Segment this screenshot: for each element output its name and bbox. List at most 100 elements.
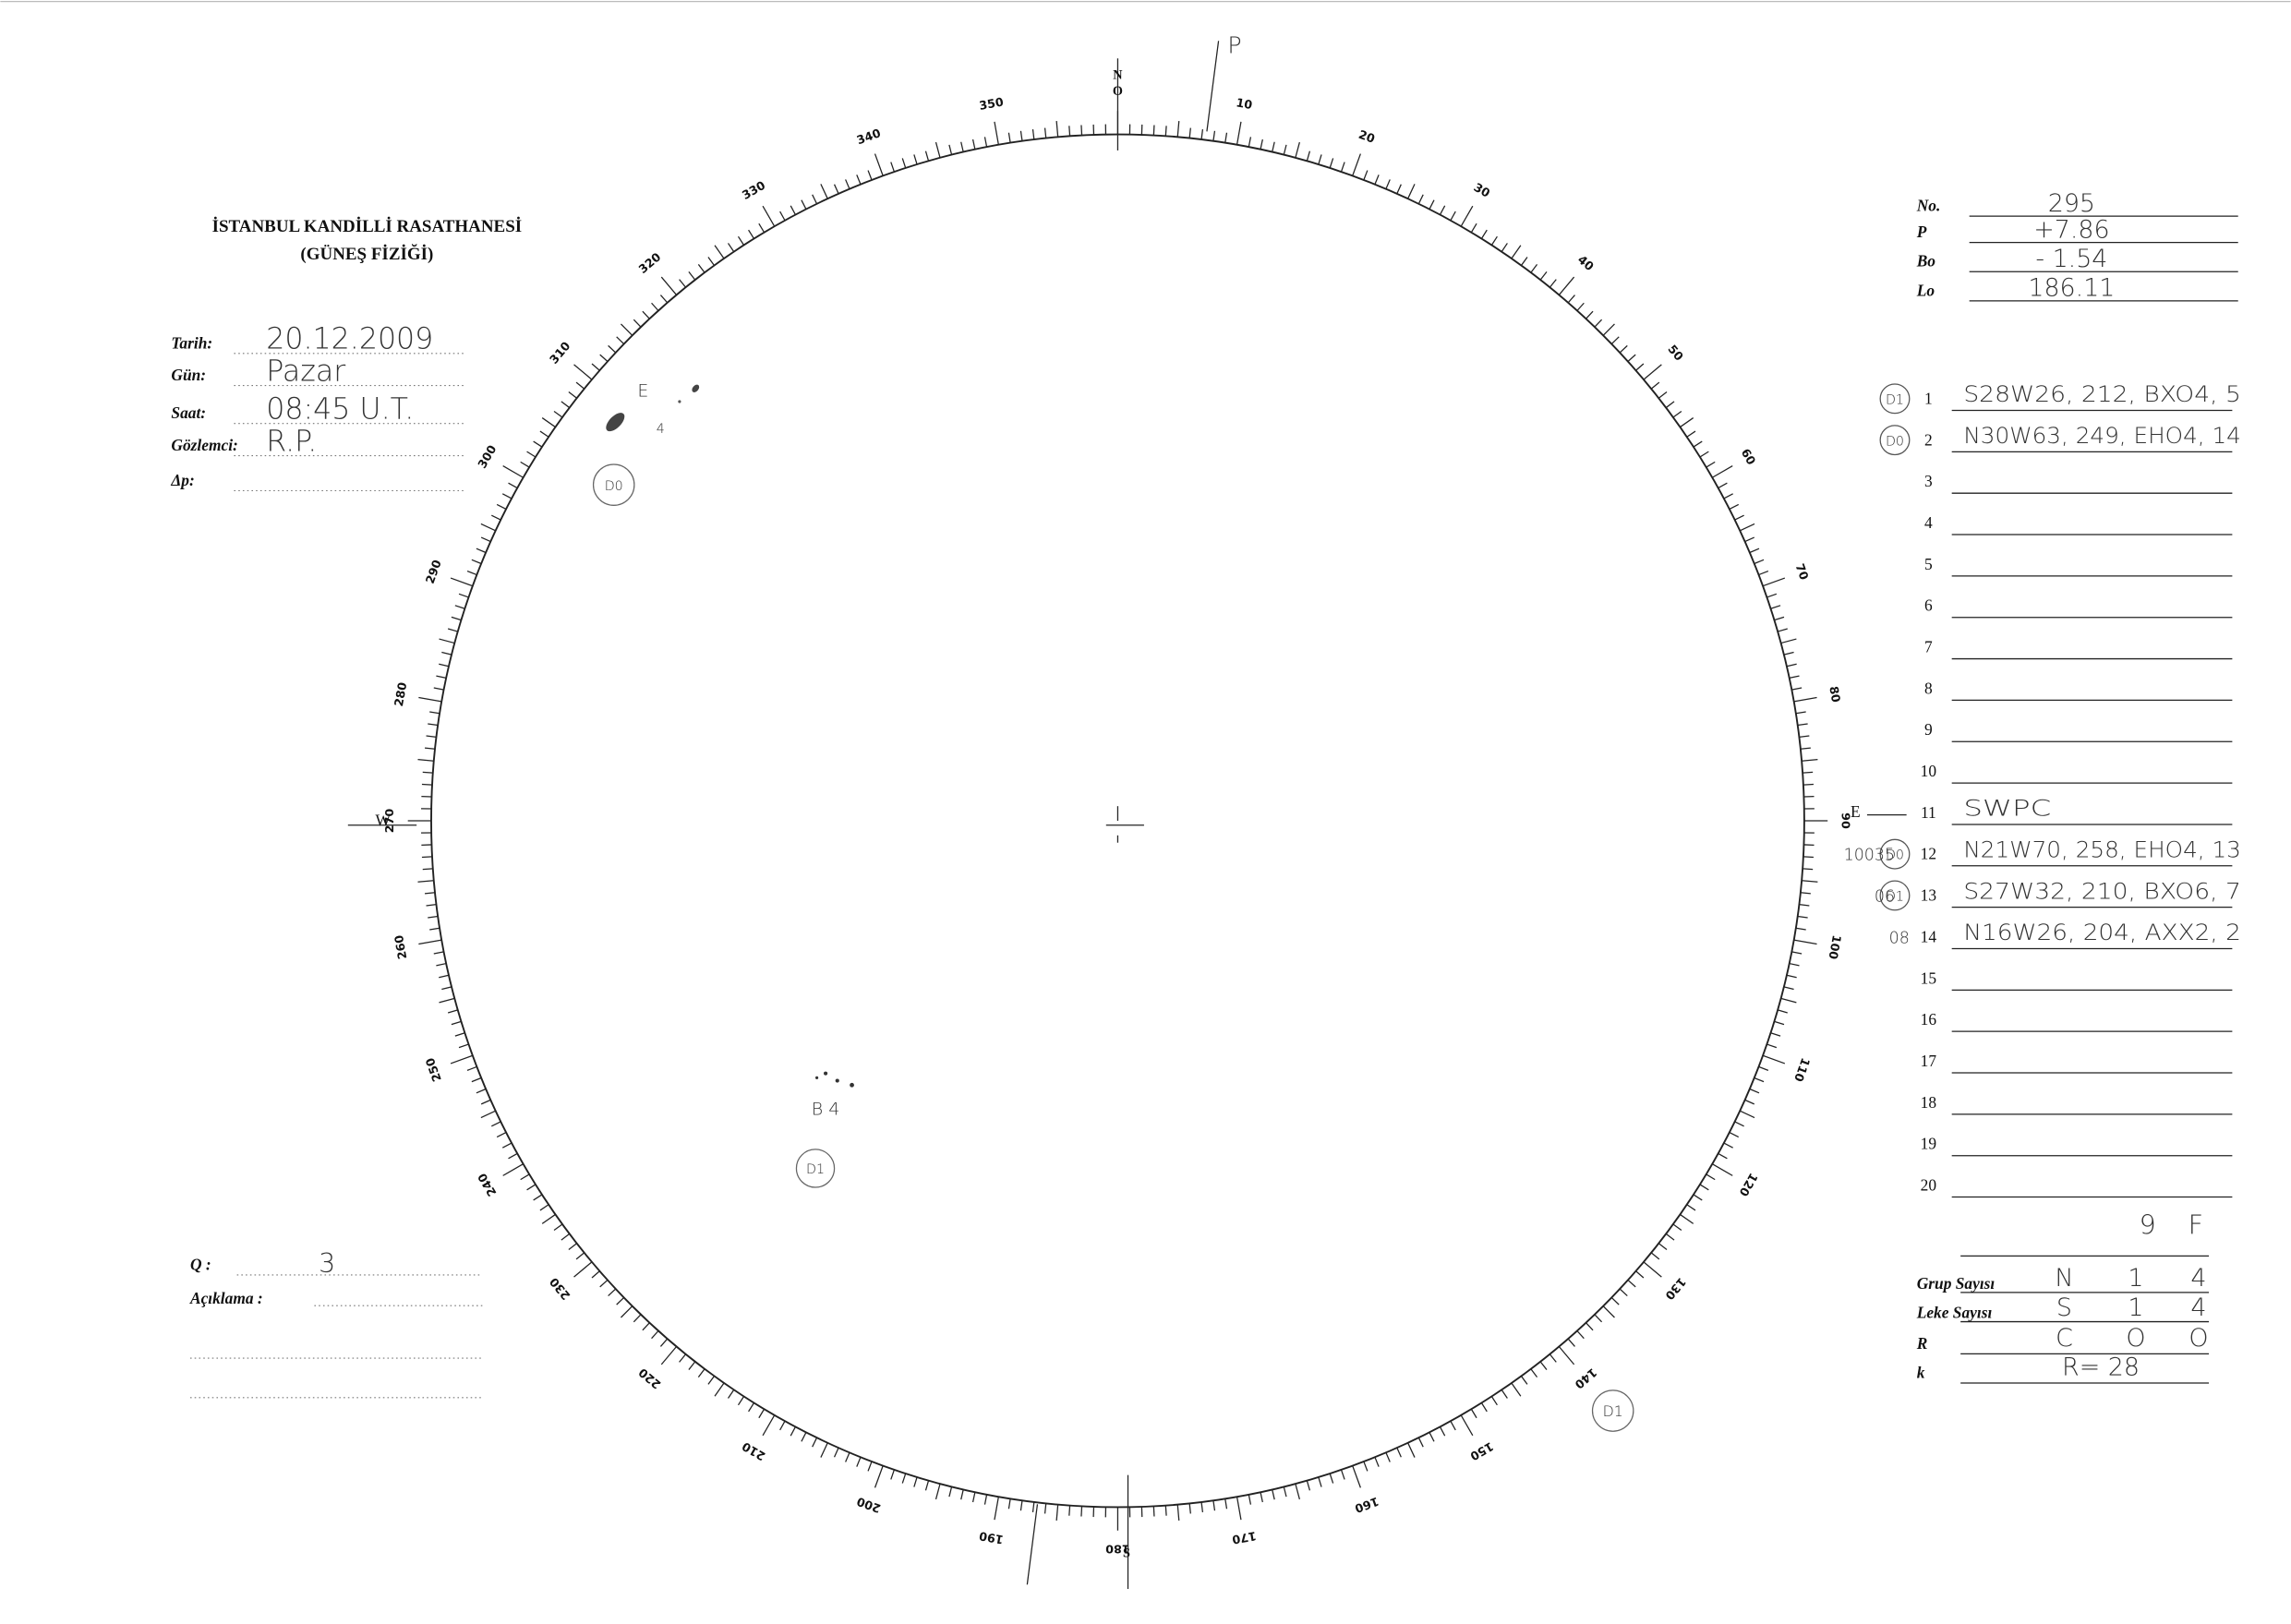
dial-tick [1576, 302, 1585, 311]
row-entry: N21W70, 258, EHO4, 13 [1963, 836, 2241, 862]
dial-tick [960, 141, 964, 152]
dial-tick [1567, 1338, 1575, 1347]
dial-tick [633, 319, 642, 328]
dial-tick [436, 675, 447, 680]
dial-tick [1802, 759, 1818, 762]
dial-tick [994, 1497, 999, 1521]
dial-tick [1586, 1322, 1594, 1331]
param-label: P [1916, 223, 1927, 241]
dial-tick [1164, 1505, 1167, 1516]
dial-tick [1164, 126, 1167, 137]
dial-tick [533, 440, 543, 448]
dial-tick [476, 1088, 487, 1094]
row-entry: N16W26, 204, AXX2, 2 [1963, 920, 2241, 945]
dial-tick [620, 1305, 633, 1318]
dial-tick [433, 951, 444, 955]
dial-label: 10 [1235, 95, 1253, 112]
dial-tick [616, 1296, 625, 1305]
dial-tick [1635, 363, 1645, 371]
dial-tick [1734, 1121, 1744, 1127]
dial-tick [454, 1032, 465, 1037]
param-value: 186.11 [2028, 274, 2115, 303]
row-number: 9 [1924, 720, 1933, 739]
dial-tick [679, 279, 687, 288]
row-number: 12 [1921, 845, 1936, 863]
dial-tick [1774, 616, 1785, 621]
dial-tick [1789, 675, 1800, 680]
dial-tick [934, 141, 941, 159]
dial-tick [429, 927, 440, 931]
dial-tick [526, 1184, 537, 1191]
dial-tick [439, 663, 450, 668]
dial-tick [901, 158, 907, 169]
dial-tick [1439, 1426, 1446, 1437]
dial-tick [450, 1054, 474, 1065]
dial-label: 70 [1793, 561, 1812, 582]
dial-tick [575, 381, 585, 390]
dial-tick [1789, 962, 1800, 967]
row-number: 18 [1921, 1093, 1937, 1112]
dial-tick [1429, 199, 1435, 210]
dial-tick [924, 150, 930, 162]
dial-tick [1260, 1492, 1263, 1503]
dial-tick [1799, 903, 1810, 907]
sunspot [606, 413, 625, 432]
dial-tick [1283, 1486, 1287, 1498]
dial-tick [1306, 150, 1311, 162]
dial-tick [1643, 1261, 1662, 1278]
dial-tick [1306, 1480, 1311, 1491]
dial-tick [1470, 223, 1477, 234]
subtitle: (GÜNEŞ FİZİĞİ) [300, 244, 433, 264]
dial-tick [433, 687, 444, 691]
dial-tick [539, 1204, 549, 1211]
totals-value: 1 [2128, 1264, 2143, 1293]
dial-label: 350 [978, 95, 1005, 113]
dial-tick [1374, 174, 1380, 185]
dial-tick [1754, 1077, 1765, 1083]
dial-tick [1439, 205, 1446, 215]
dial-tick [1610, 1296, 1620, 1305]
annotation: 4 [657, 422, 665, 437]
dial-tick [833, 1447, 839, 1458]
dial-tick [727, 243, 735, 252]
dial-tick [1295, 141, 1300, 159]
dial-tick [1480, 1402, 1488, 1413]
dial-tick [1749, 1088, 1760, 1094]
dial-tick [1329, 1473, 1334, 1484]
dial-tick [1749, 547, 1760, 554]
dial-tick [539, 430, 549, 438]
dial-tick [418, 696, 442, 703]
dial-tick [1055, 1504, 1059, 1522]
dial-tick [1188, 127, 1191, 138]
row-note: 06 [1875, 888, 1895, 907]
dial-tick [575, 1252, 585, 1260]
totals-value: 1 [2128, 1293, 2143, 1322]
dial-tick [1780, 638, 1797, 644]
dial-tick [1786, 974, 1797, 979]
dial-tick [1450, 211, 1456, 222]
dial-tick [659, 295, 669, 304]
dial-tick [508, 482, 518, 489]
dial-tick [476, 547, 487, 554]
dial-tick [458, 593, 469, 598]
totals-label: Grup Sayısı [1917, 1274, 1996, 1293]
dial-tick [1803, 868, 1814, 871]
dial-tick [480, 536, 491, 543]
dial-tick [1795, 711, 1806, 715]
dial-tick [1363, 170, 1369, 181]
dial-tick [1758, 1065, 1769, 1071]
dial-tick [1212, 130, 1216, 141]
row-number: 2 [1924, 430, 1933, 449]
dial-tick [1200, 1501, 1204, 1512]
annotation: B 4 [812, 1100, 840, 1120]
annotation: E [637, 380, 648, 401]
dial-tick [1619, 344, 1628, 354]
totals-value: S [2056, 1293, 2072, 1322]
dial-label: 270 [382, 809, 396, 834]
dial-tick [1363, 1461, 1369, 1472]
dial-tick [697, 264, 705, 273]
quality-value: 3 [319, 1248, 335, 1279]
field-label: Gün: [171, 366, 206, 384]
dial-tick [1236, 121, 1242, 145]
dial-tick [1152, 1506, 1155, 1517]
